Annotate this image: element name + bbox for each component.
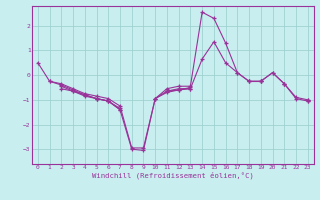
X-axis label: Windchill (Refroidissement éolien,°C): Windchill (Refroidissement éolien,°C) bbox=[92, 172, 254, 179]
